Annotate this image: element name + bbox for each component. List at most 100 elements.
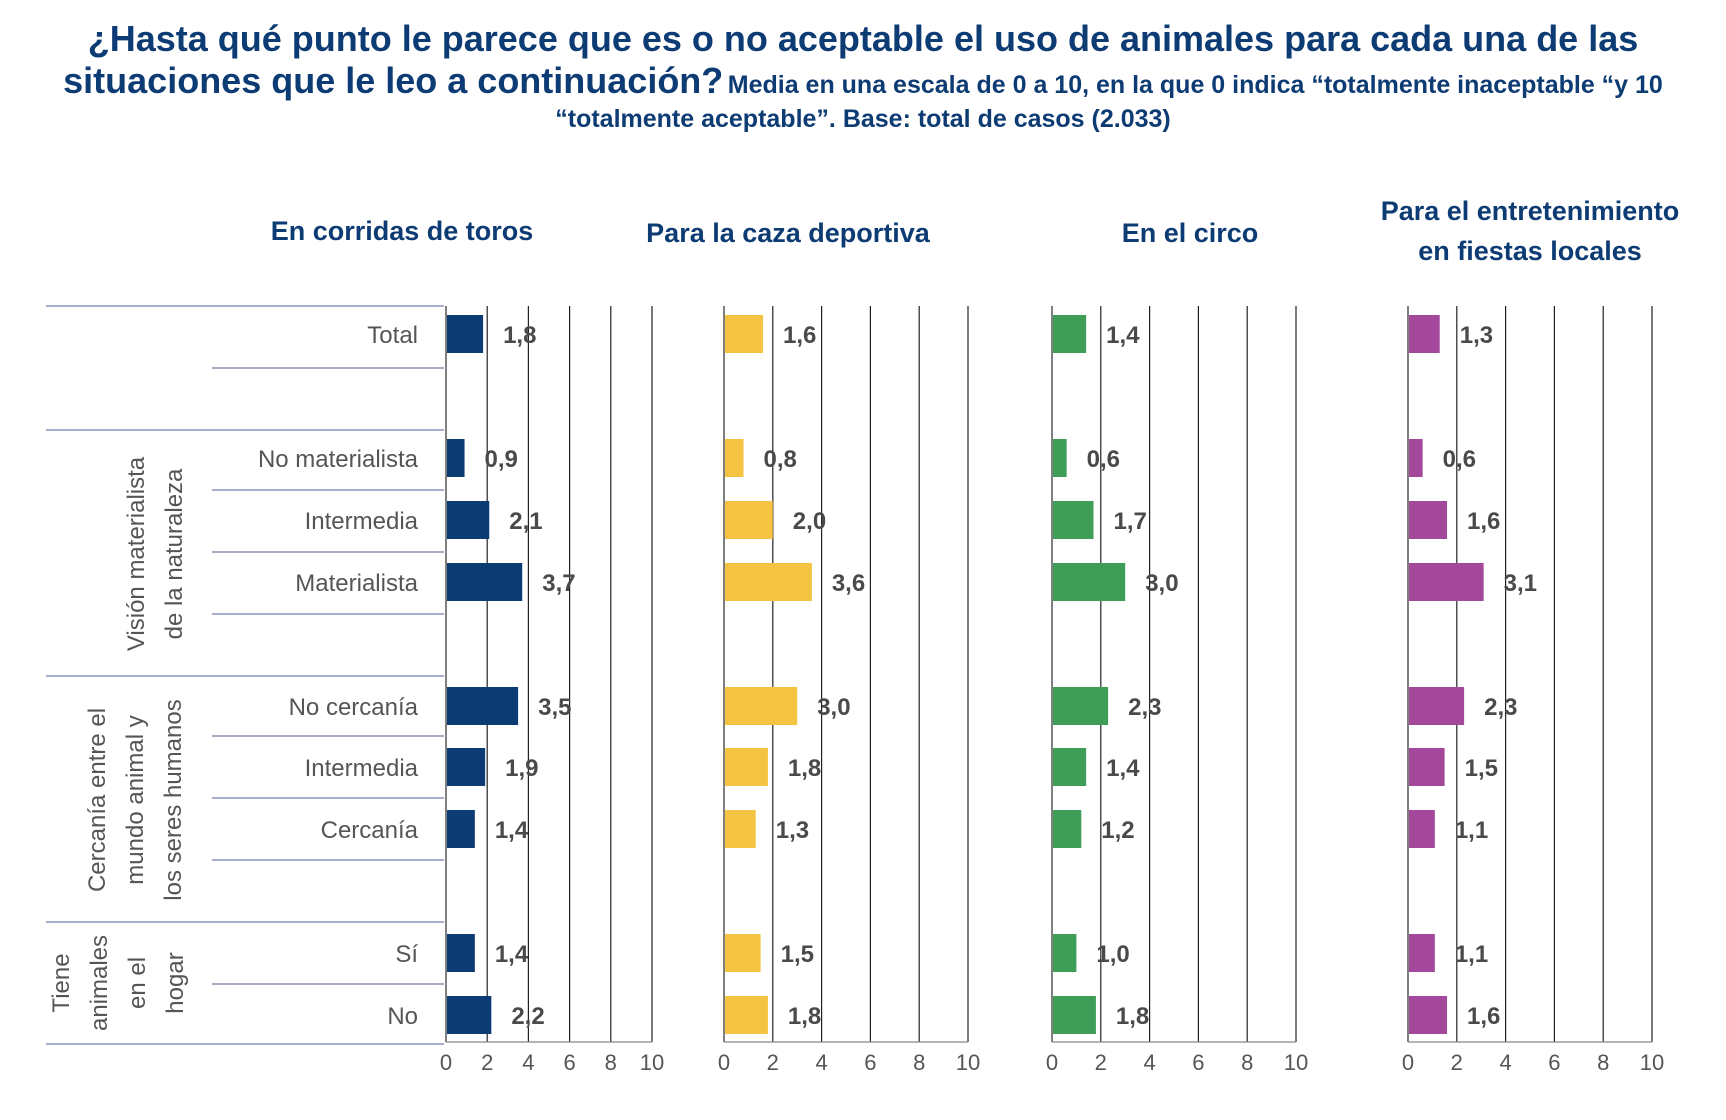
value-label-1-5: 1,8: [788, 755, 821, 782]
panel-title-3-line-0: Para el entretenimiento: [1381, 196, 1680, 226]
value-label-3-8: 1,6: [1467, 1003, 1500, 1030]
value-label-3-7: 1,1: [1455, 941, 1488, 968]
row-label-8: No: [387, 1003, 418, 1030]
tick-label-2-4: 8: [1241, 1050, 1253, 1075]
value-label-0-7: 1,4: [495, 941, 529, 968]
bar-1-0: [725, 315, 764, 353]
tick-label-3-1: 2: [1451, 1050, 1463, 1075]
value-label-3-6: 1,1: [1455, 817, 1488, 844]
panel-title-0-line-0: En corridas de toros: [271, 216, 534, 246]
bar-0-8: [447, 996, 492, 1034]
group-label-2-line-2: los seres humanos: [160, 699, 187, 900]
group-label-3: Tiene animales en el hogar: [48, 935, 189, 1031]
row-labels-table: Total No materialista Intermedia Materialis…: [46, 305, 444, 1045]
tick-label-0-5: 10: [640, 1050, 664, 1075]
value-label-0-1: 0,9: [485, 446, 518, 473]
value-label-1-8: 1,8: [788, 1003, 821, 1030]
value-label-3-5: 1,5: [1465, 755, 1498, 782]
bar-0-2: [447, 501, 490, 539]
bar-0-6: [447, 810, 475, 848]
bar-1-8: [725, 996, 768, 1034]
row-label-5: Intermedia: [305, 755, 419, 782]
bar-2-3: [1053, 563, 1126, 601]
value-label-0-2: 2,1: [509, 508, 542, 535]
value-label-1-2: 2,0: [793, 508, 826, 535]
group-label-1-line-1: de la naturaleza: [161, 468, 188, 639]
tick-label-3-3: 6: [1548, 1050, 1560, 1075]
tick-label-0-3: 6: [563, 1050, 575, 1075]
value-label-1-0: 1,6: [783, 322, 816, 349]
tick-label-2-0: 0: [1046, 1050, 1058, 1075]
chart-panels: En corridas de toros 0 2 4 6 8 10 1,8 0,9 2,1 3,7 3…: [271, 196, 1680, 1075]
bar-0-1: [447, 439, 465, 477]
row-label-6: Cercanía: [321, 817, 419, 844]
group-label-2-line-1: mundo animal y: [122, 715, 149, 884]
panel-title-3-line-1: en fiestas locales: [1418, 236, 1642, 266]
row-label-0: Total: [367, 322, 418, 349]
value-label-2-4: 2,3: [1128, 694, 1161, 721]
tick-label-0-2: 4: [522, 1050, 534, 1075]
chart-title: ¿Hasta qué punto le parece que es o no a…: [63, 18, 1639, 101]
value-label-0-3: 3,7: [542, 570, 575, 597]
value-label-3-2: 1,6: [1467, 508, 1500, 535]
bar-2-2: [1053, 501, 1094, 539]
tick-label-3-5: 10: [1640, 1050, 1664, 1075]
value-label-1-3: 3,6: [832, 570, 865, 597]
group-label-3-line-3: hogar: [162, 952, 189, 1013]
value-label-1-6: 1,3: [776, 817, 809, 844]
value-label-1-4: 3,0: [817, 694, 850, 721]
bar-3-0: [1409, 315, 1440, 353]
group-label-1-line-0: Visión materialista: [123, 456, 150, 651]
row-label-2: Intermedia: [305, 508, 419, 535]
panel-title-1-line-0: Para la caza deportiva: [646, 218, 931, 248]
chart-subtitle: Media en una escala de 0 a 10, en la que…: [555, 71, 1663, 133]
bar-3-8: [1409, 996, 1448, 1034]
tick-label-1-5: 10: [956, 1050, 980, 1075]
bar-0-3: [447, 563, 523, 601]
value-label-0-5: 1,9: [505, 755, 538, 782]
bar-1-5: [725, 748, 768, 786]
bar-1-4: [725, 687, 798, 725]
row-label-4: No cercanía: [289, 694, 419, 721]
tick-label-2-5: 10: [1284, 1050, 1308, 1075]
tick-label-0-1: 2: [481, 1050, 493, 1075]
value-label-0-8: 2,2: [511, 1003, 544, 1030]
tick-label-0-0: 0: [440, 1050, 452, 1075]
value-label-2-0: 1,4: [1106, 322, 1140, 349]
value-label-2-3: 3,0: [1145, 570, 1178, 597]
panel-0: En corridas de toros 0 2 4 6 8 10 1,8 0,9 2,1 3,7 3…: [271, 216, 665, 1075]
value-label-2-8: 1,8: [1116, 1003, 1149, 1030]
bar-1-2: [725, 501, 773, 539]
panel-1: Para la caza deportiva 0 2 4 6 8 10 1,6 0,8 2,0 3,…: [646, 218, 980, 1075]
tick-label-1-1: 2: [767, 1050, 779, 1075]
bar-1-6: [725, 810, 756, 848]
value-label-0-4: 3,5: [538, 694, 571, 721]
bar-0-5: [447, 748, 486, 786]
panel-2: En el circo 0 2 4 6 8 10 1,4 0,6 1,7 3,0 2,3 1,4 1,2 1…: [1046, 218, 1308, 1075]
value-label-2-5: 1,4: [1106, 755, 1140, 782]
bar-2-0: [1053, 315, 1087, 353]
bar-3-5: [1409, 748, 1445, 786]
tick-label-3-4: 8: [1597, 1050, 1609, 1075]
value-label-3-1: 0,6: [1443, 446, 1476, 473]
value-label-1-7: 1,5: [781, 941, 814, 968]
bar-3-3: [1409, 563, 1484, 601]
tick-label-1-2: 4: [815, 1050, 827, 1075]
value-label-0-6: 1,4: [495, 817, 529, 844]
bar-1-7: [725, 934, 761, 972]
bar-2-5: [1053, 748, 1087, 786]
group-label-2-line-0: Cercanía entre el: [84, 708, 111, 892]
group-label-1: Visión materialista de la naturaleza: [123, 456, 188, 651]
tick-label-1-0: 0: [718, 1050, 730, 1075]
bar-3-4: [1409, 687, 1465, 725]
group-label-2: Cercanía entre el mundo animal y los seres…: [84, 699, 187, 900]
bar-3-1: [1409, 439, 1423, 477]
bar-2-1: [1053, 439, 1067, 477]
tick-label-2-3: 6: [1192, 1050, 1204, 1075]
bar-1-1: [725, 439, 744, 477]
bar-0-0: [447, 315, 484, 353]
value-label-3-3: 3,1: [1504, 570, 1537, 597]
chart-title-block: ¿Hasta qué punto le parece que es o no a…: [10, 18, 1716, 136]
bar-0-4: [447, 687, 519, 725]
tick-label-2-1: 2: [1095, 1050, 1107, 1075]
